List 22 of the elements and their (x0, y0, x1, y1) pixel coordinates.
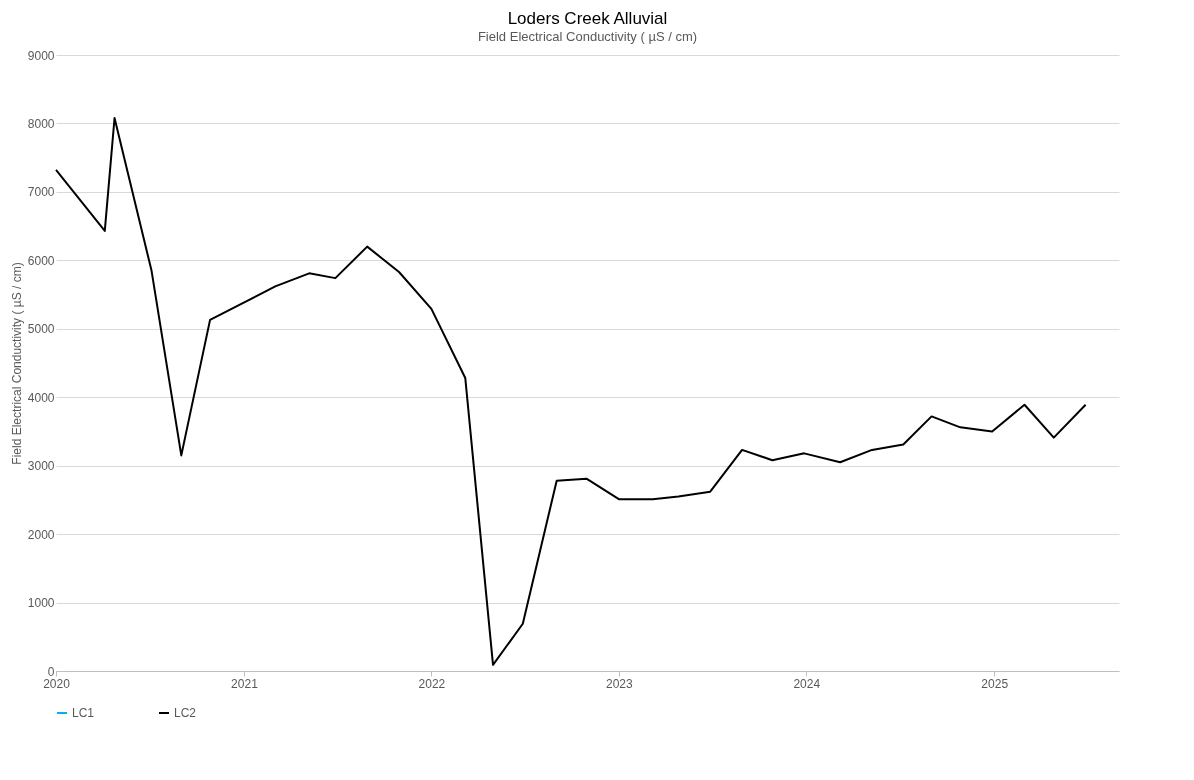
legend-label: LC2 (174, 706, 197, 720)
y-tick-label: 1000 (27, 596, 55, 611)
y-tick-label: 7000 (27, 185, 55, 200)
y-tick-label: 5000 (27, 322, 55, 337)
y-tick-label: 4000 (27, 390, 55, 405)
y-axis-title: Field Electrical Conductivity ( µS / cm) (9, 262, 24, 465)
x-tick-label: 2025 (981, 676, 1009, 691)
x-tick-label: 2024 (793, 676, 821, 691)
y-tick-label: 0 (47, 664, 55, 679)
chart-subtitle: Field Electrical Conductivity ( µS / cm) (477, 29, 698, 44)
y-tick-label: 8000 (27, 116, 55, 131)
chart-title: Loders Creek Alluvial (507, 9, 668, 28)
x-tick-label: 2020 (43, 676, 71, 691)
x-tick-label: 2022 (418, 676, 446, 691)
x-tick-label: 2021 (231, 676, 259, 691)
x-tick-label: 2023 (605, 676, 633, 691)
y-tick-label: 6000 (27, 253, 55, 268)
y-tick-label: 3000 (27, 459, 55, 474)
line-series (55, 116, 1087, 666)
y-tick-label: 9000 (27, 48, 55, 63)
legend-label: LC1 (72, 706, 95, 720)
y-tick-label: 2000 (27, 527, 55, 542)
